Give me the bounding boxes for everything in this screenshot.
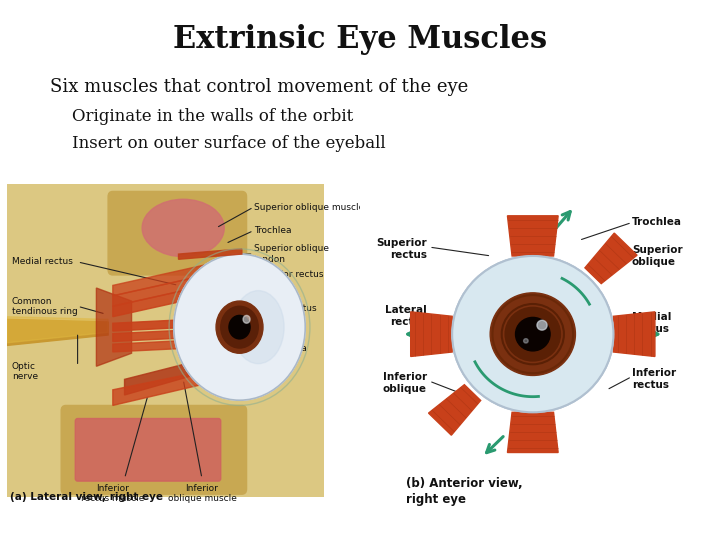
FancyBboxPatch shape: [61, 406, 246, 494]
Text: Medial
rectus: Medial rectus: [632, 312, 671, 334]
Text: Extrinsic Eye Muscles: Extrinsic Eye Muscles: [173, 24, 547, 55]
Text: Medial rectus: Medial rectus: [12, 258, 73, 266]
Polygon shape: [428, 384, 481, 435]
Polygon shape: [508, 216, 558, 256]
Text: Conjunctiva: Conjunctiva: [253, 343, 307, 353]
Circle shape: [243, 315, 250, 323]
Circle shape: [221, 306, 258, 348]
Text: Optic
nerve: Optic nerve: [12, 362, 38, 381]
FancyBboxPatch shape: [360, 189, 706, 486]
Circle shape: [452, 256, 613, 413]
Polygon shape: [113, 265, 207, 296]
FancyBboxPatch shape: [108, 191, 246, 275]
Text: Six muscles that control movement of the eye: Six muscles that control movement of the…: [50, 78, 469, 96]
Text: Insert on outer surface of the eyeball: Insert on outer surface of the eyeball: [72, 135, 386, 152]
Polygon shape: [410, 312, 452, 356]
Text: Lateral rectus
muscle: Lateral rectus muscle: [253, 305, 316, 324]
Polygon shape: [585, 233, 637, 284]
Circle shape: [505, 307, 560, 361]
Polygon shape: [113, 372, 202, 406]
Polygon shape: [613, 312, 655, 356]
Polygon shape: [113, 275, 207, 306]
Polygon shape: [508, 413, 558, 453]
Circle shape: [452, 256, 613, 413]
Text: Superior oblique
tendon: Superior oblique tendon: [253, 245, 328, 264]
Text: (a) Lateral view, right eye: (a) Lateral view, right eye: [9, 491, 163, 502]
Polygon shape: [7, 316, 108, 343]
Circle shape: [537, 320, 547, 330]
Text: Inferior
rectus muscle: Inferior rectus muscle: [81, 484, 145, 503]
Polygon shape: [113, 318, 218, 331]
Text: Inferior
oblique muscle: Inferior oblique muscle: [168, 484, 236, 503]
Text: Superior
oblique: Superior oblique: [632, 245, 683, 267]
Text: (b) Anterior view,
right eye: (b) Anterior view, right eye: [406, 477, 523, 506]
Circle shape: [523, 339, 528, 343]
Text: Superior rectus
muscle: Superior rectus muscle: [253, 271, 323, 290]
Text: Lateral
rectus: Lateral rectus: [385, 306, 427, 327]
Polygon shape: [7, 319, 108, 346]
FancyBboxPatch shape: [76, 418, 221, 481]
Text: Common
tendinous ring: Common tendinous ring: [12, 296, 78, 316]
FancyBboxPatch shape: [7, 184, 324, 497]
Circle shape: [490, 293, 575, 375]
Ellipse shape: [233, 291, 284, 364]
Text: Trochlea: Trochlea: [253, 226, 291, 235]
Text: Trochlea: Trochlea: [632, 218, 682, 227]
Polygon shape: [125, 359, 207, 395]
Text: Originate in the walls of the orbit: Originate in the walls of the orbit: [72, 108, 354, 125]
Circle shape: [174, 254, 305, 400]
Polygon shape: [96, 288, 132, 366]
Text: Superior
rectus: Superior rectus: [376, 239, 427, 260]
Polygon shape: [179, 249, 242, 259]
Circle shape: [216, 301, 263, 353]
Ellipse shape: [142, 199, 224, 256]
Text: Inferior
oblique: Inferior oblique: [383, 373, 427, 394]
Polygon shape: [113, 285, 207, 316]
Circle shape: [229, 315, 250, 339]
Polygon shape: [113, 328, 218, 341]
Circle shape: [516, 318, 550, 351]
Text: Inferior
rectus: Inferior rectus: [632, 368, 676, 390]
Polygon shape: [113, 339, 218, 352]
Text: Superior oblique muscle: Superior oblique muscle: [253, 202, 364, 212]
